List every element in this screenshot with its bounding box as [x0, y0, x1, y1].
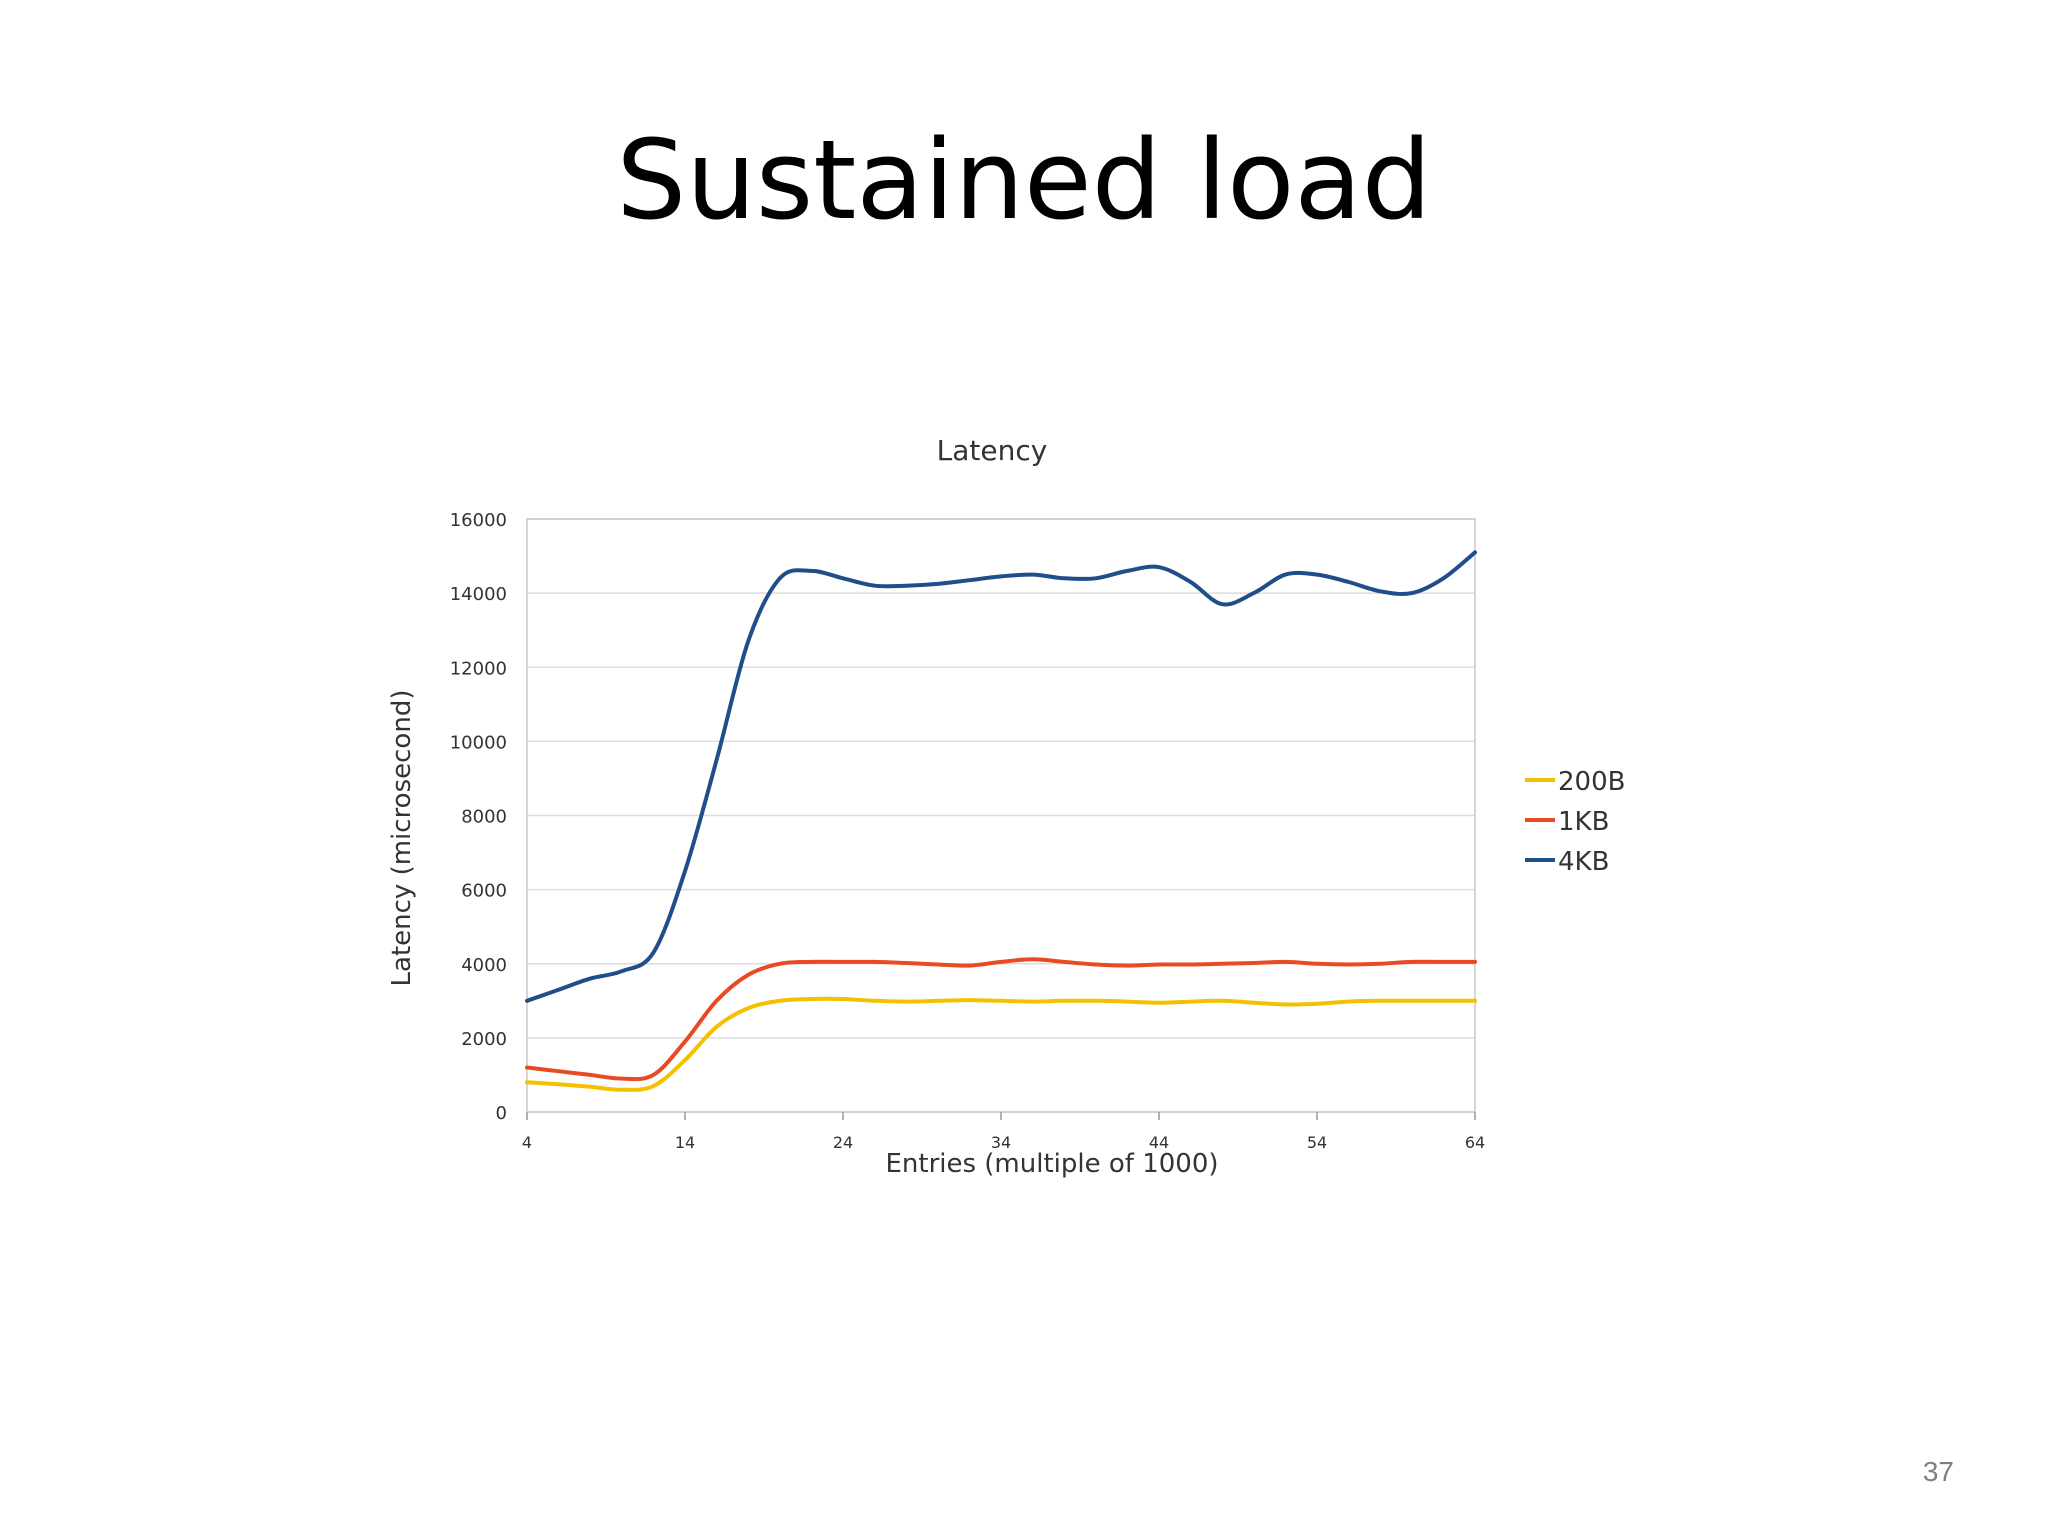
- y-tick-label: 16000: [450, 510, 507, 531]
- slide-title: Sustained load: [616, 116, 1432, 244]
- series-line-200b: [525, 996, 1477, 1092]
- y-tick-label: 12000: [450, 658, 507, 679]
- series-line-1kb: [525, 957, 1477, 1082]
- y-tick-label: 0: [496, 1103, 507, 1124]
- y-axis-ticks: 0 2000 4000 6000 8000 10000 12000 14000 16000: [450, 510, 507, 1124]
- x-tick-label: 14: [675, 1133, 695, 1152]
- y-tick-label: 2000: [461, 1029, 507, 1050]
- series-line-4kb: [525, 550, 1477, 1003]
- y-tick-label: 14000: [450, 584, 507, 605]
- x-tick-label: 64: [1465, 1133, 1485, 1152]
- y-tick-label: 8000: [461, 807, 507, 828]
- x-axis-label: Entries (multiple of 1000): [885, 1149, 1218, 1179]
- x-tick-label: 24: [833, 1133, 853, 1152]
- y-tick-label: 10000: [450, 732, 507, 753]
- y-tick-label: 4000: [461, 955, 507, 976]
- legend-label: 200B: [1558, 767, 1625, 797]
- series-lines: [525, 550, 1477, 1092]
- page-number: 37: [1922, 1456, 1954, 1487]
- x-tick-label: 44: [1149, 1133, 1169, 1152]
- x-axis-ticks: 4 14 24 34 44 54 64: [522, 1112, 1485, 1152]
- x-tick-label: 4: [522, 1133, 532, 1152]
- legend-label: 4KB: [1558, 847, 1609, 877]
- x-tick-label: 54: [1307, 1133, 1327, 1152]
- chart-title: Latency: [937, 434, 1048, 467]
- x-tick-label: 34: [991, 1133, 1011, 1152]
- legend: 200B 1KB 4KB: [1525, 767, 1625, 877]
- y-tick-label: 6000: [461, 881, 507, 902]
- legend-label: 1KB: [1558, 807, 1609, 837]
- grid-lines: [527, 518, 1475, 1113]
- y-axis-label: Latency (microsecond): [387, 690, 417, 987]
